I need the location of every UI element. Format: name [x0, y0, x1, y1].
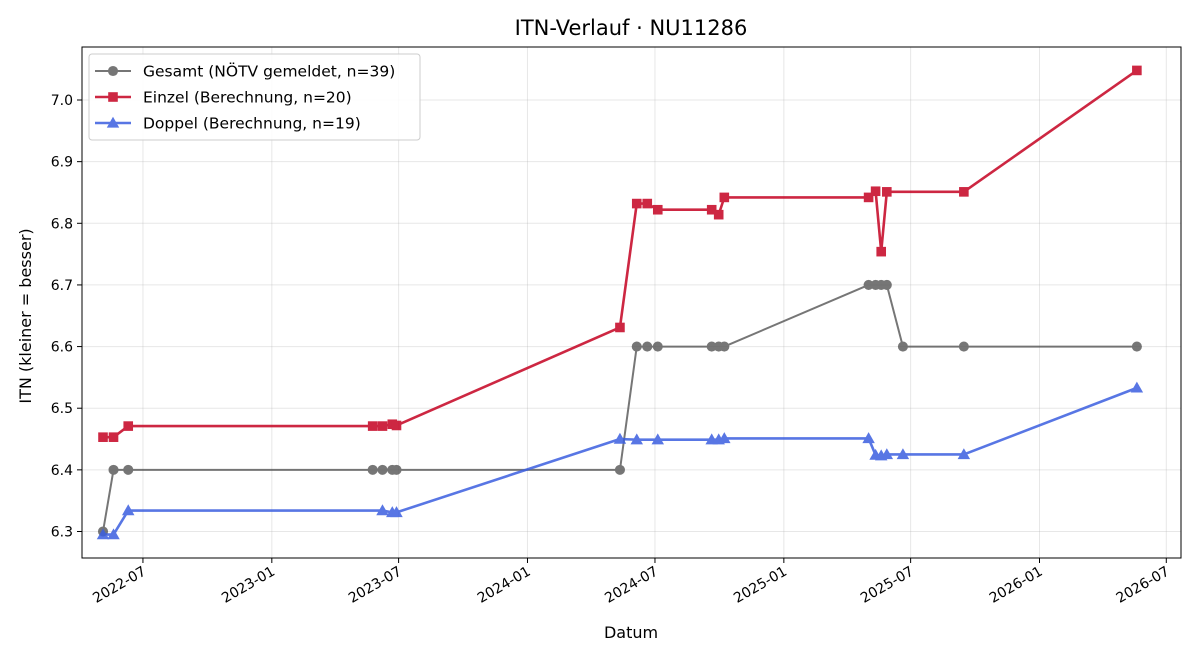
data-point-triangle [96, 528, 110, 540]
data-point-square [863, 192, 874, 203]
data-point-circle [123, 464, 134, 475]
data-point-triangle [880, 448, 894, 460]
data-point-square [1132, 65, 1142, 76]
data-point-circle [108, 464, 119, 475]
data-point-square [123, 421, 134, 431]
y-tick-label: 6.9 [51, 155, 73, 171]
legend-entry: Doppel (Berechnung, n=19) [95, 115, 361, 133]
data-point-square [870, 186, 881, 197]
y-tick-label: 6.8 [51, 216, 73, 232]
legend-swatch [95, 92, 131, 102]
legend-label: Doppel (Berechnung, n=19) [143, 115, 361, 133]
data-point-square [631, 198, 642, 209]
data-point-triangle [718, 432, 731, 444]
y-tick-label: 6.5 [51, 401, 73, 417]
data-point-square [642, 198, 653, 209]
data-point-square [98, 432, 108, 442]
legend-marker-circle [107, 65, 119, 77]
plot-frame [81, 46, 1182, 559]
data-point-circle [631, 341, 642, 352]
data-point-square [367, 421, 378, 431]
legend-marker-triangle [106, 116, 120, 128]
data-point-triangle [376, 504, 389, 516]
data-point-square [391, 420, 402, 431]
data-point-circle [652, 341, 663, 352]
data-point-square [882, 187, 892, 197]
y-tick-label: 6.4 [51, 463, 73, 479]
data-point-circle [863, 279, 874, 290]
data-point-circle [367, 464, 378, 475]
data-point-circle [377, 464, 388, 475]
data-point-square [377, 421, 388, 431]
data-point-triangle [390, 506, 403, 518]
y-tick-label: 6.3 [51, 524, 73, 540]
series-triangle [96, 381, 1144, 540]
data-point-square [652, 204, 663, 215]
data-point-circle [391, 464, 402, 475]
legend-marker-square [108, 92, 118, 102]
data-point-triangle [630, 433, 643, 445]
legend-box [88, 53, 421, 141]
y-axis-label: ITN (kleiner = besser) [16, 228, 35, 403]
legend-entry: Einzel (Berechnung, n=20) [95, 89, 352, 107]
data-point-circle [719, 341, 730, 352]
data-point-triangle [1130, 381, 1144, 393]
data-point-square [706, 204, 717, 215]
x-axis-label: Datum [604, 623, 658, 642]
legend-swatch [95, 65, 131, 77]
data-point-circle [1131, 341, 1142, 352]
legend-label: Einzel (Berechnung, n=20) [143, 89, 352, 107]
legend-entry: Gesamt (NÖTV gemeldet, n=39) [95, 62, 395, 81]
data-point-square [719, 192, 730, 203]
data-point-square [959, 187, 969, 197]
legend: Gesamt (NÖTV gemeldet, n=39) Einzel (Bere… [88, 53, 421, 141]
data-point-triangle [107, 528, 120, 540]
data-point-circle [614, 464, 625, 475]
y-tick-label: 6.6 [51, 340, 73, 356]
legend-label: Gesamt (NÖTV gemeldet, n=39) [143, 62, 395, 81]
data-point-triangle [613, 432, 627, 444]
data-point-circle [958, 341, 969, 352]
data-point-square [876, 246, 887, 257]
data-point-triangle [121, 504, 135, 516]
data-point-triangle [862, 432, 875, 444]
data-point-square [108, 432, 119, 442]
data-point-circle [706, 341, 717, 352]
series-square [98, 65, 1142, 442]
series-circle [97, 279, 1142, 537]
data-point-circle [642, 341, 653, 352]
data-point-triangle [957, 448, 971, 460]
data-point-circle [881, 279, 892, 290]
series-layer [96, 65, 1144, 540]
legend-swatch [95, 116, 131, 128]
data-point-square [615, 322, 625, 333]
y-tick-label: 6.7 [51, 278, 73, 294]
data-point-triangle [896, 448, 910, 460]
chart-title: ITN-Verlauf · NU11286 [515, 16, 748, 40]
y-tick-label: 7.0 [51, 93, 73, 109]
data-point-square [713, 209, 724, 220]
data-point-triangle [651, 433, 665, 445]
data-point-circle [897, 341, 908, 352]
